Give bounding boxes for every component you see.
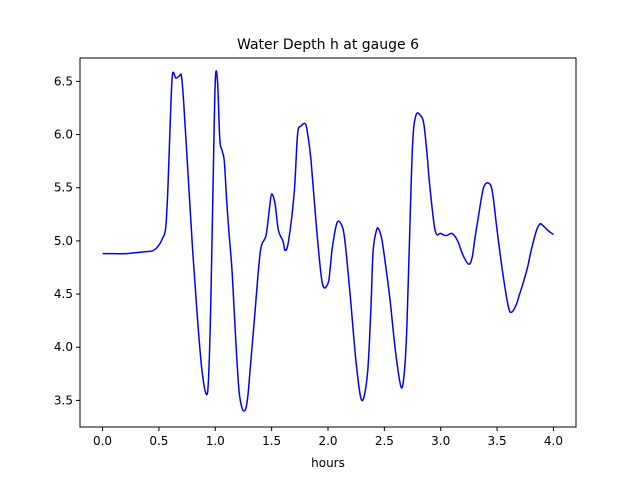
- x-tick-label: 4.0: [544, 434, 563, 448]
- x-tick-label: 2.5: [375, 434, 394, 448]
- plot-area: [102, 70, 554, 412]
- x-tick-label: 1.5: [262, 434, 281, 448]
- x-axis-ticks: 0.0 0.5 1.0 1.5 2.0 2.5 3.0 3.5 4.0: [93, 427, 563, 448]
- y-axis-ticks: 3.5 4.0 4.5 5.0 5.5 6.0 6.5: [54, 74, 80, 407]
- x-tick-label: 3.5: [488, 434, 507, 448]
- axes-frame: [79, 57, 577, 428]
- x-tick-label: 1.0: [206, 434, 225, 448]
- x-tick-label: 3.0: [431, 434, 450, 448]
- x-tick-label: 0.5: [149, 434, 168, 448]
- y-tick-label: 4.0: [54, 340, 73, 354]
- y-tick-label: 5.0: [54, 234, 73, 248]
- y-tick-label: 4.5: [54, 287, 73, 301]
- x-tick-label: 0.0: [93, 434, 112, 448]
- y-tick-label: 6.0: [54, 128, 73, 142]
- y-tick-label: 3.5: [54, 393, 73, 407]
- chart-title: Water Depth h at gauge 6: [237, 37, 419, 53]
- y-tick-label: 5.5: [54, 181, 73, 195]
- series-line-0: [102, 70, 554, 412]
- x-tick-label: 2.0: [318, 434, 337, 448]
- x-axis-label: hours: [311, 456, 345, 470]
- y-tick-label: 6.5: [54, 74, 73, 88]
